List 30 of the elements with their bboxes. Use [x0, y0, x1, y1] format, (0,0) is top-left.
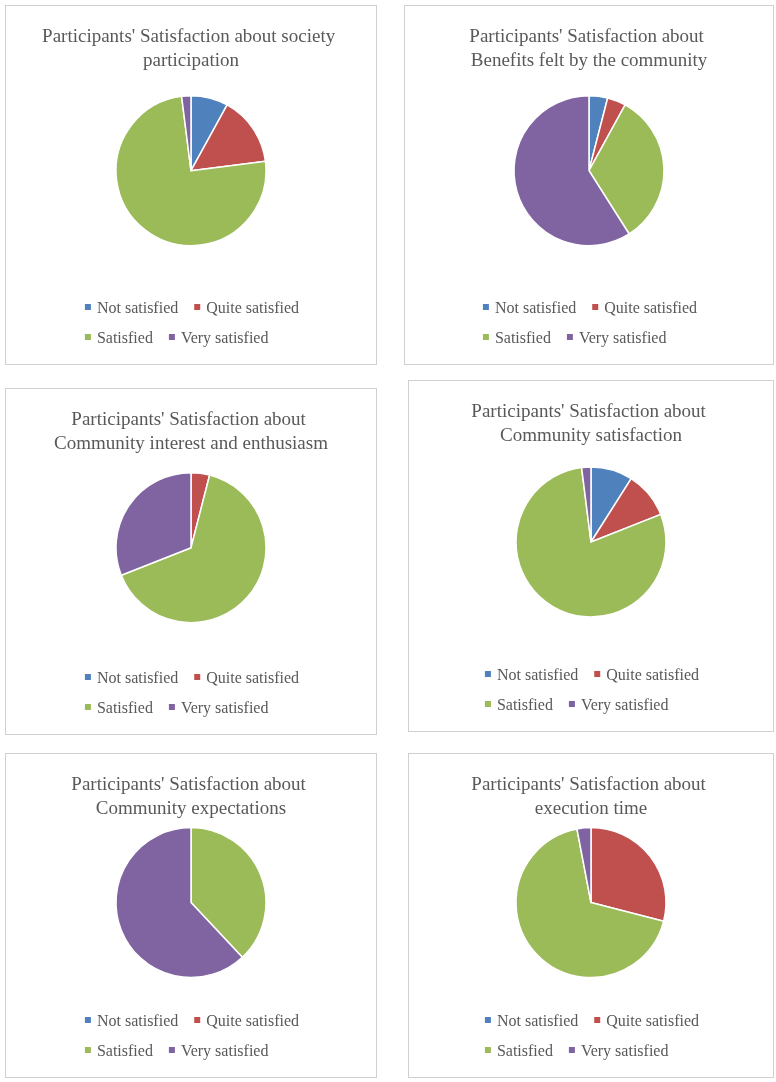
- legend-label: Not satisfied: [494, 298, 577, 316]
- chart-title: Participants' Satisfaction about society participation: [42, 24, 340, 70]
- legend-label: Quite satisfied: [206, 298, 300, 316]
- legend-label: Quite satisfied: [206, 668, 300, 686]
- legend-label: Not satisfied: [496, 665, 579, 683]
- legend-label: Very satisfied: [578, 328, 667, 347]
- chart-title: Participants' Satisfaction about Community interest and enthusiasm: [54, 407, 329, 453]
- legend-label: Satisfied: [496, 695, 553, 713]
- legend-label: Very satisfied: [580, 1041, 669, 1060]
- legend-label: Not satisfied: [96, 298, 179, 316]
- legend-label: Satisfied: [96, 1041, 153, 1059]
- legend-label: Not satisfied: [496, 1011, 579, 1029]
- legend-label: Satisfied: [496, 1041, 553, 1059]
- legend-label: Satisfied: [96, 328, 153, 346]
- legend-label: Very satisfied: [180, 1041, 269, 1060]
- legend-label: Quite satisfied: [606, 665, 700, 683]
- legend-label: Quite satisfied: [206, 1011, 300, 1029]
- legend-label: Not satisfied: [96, 1011, 179, 1029]
- legend-label: Quite satisfied: [604, 298, 698, 316]
- chart-title: Participants' Satisfaction about Community satisfaction: [471, 399, 711, 445]
- legend-label: Not satisfied: [96, 668, 179, 686]
- legend-label: Very satisfied: [180, 698, 269, 717]
- legend-label: Quite satisfied: [606, 1011, 700, 1029]
- chart-title: Participants' Satisfaction about execution time: [471, 772, 711, 818]
- legend-label: Very satisfied: [580, 695, 669, 714]
- legend-label: Satisfied: [494, 328, 551, 346]
- chart-title: Participants' Satisfaction about Benefits felt by the community: [469, 24, 709, 70]
- legend-label: Satisfied: [96, 698, 153, 716]
- chart-title: Participants' Satisfaction about Community expectations: [71, 772, 311, 818]
- legend-label: Very satisfied: [180, 328, 269, 347]
